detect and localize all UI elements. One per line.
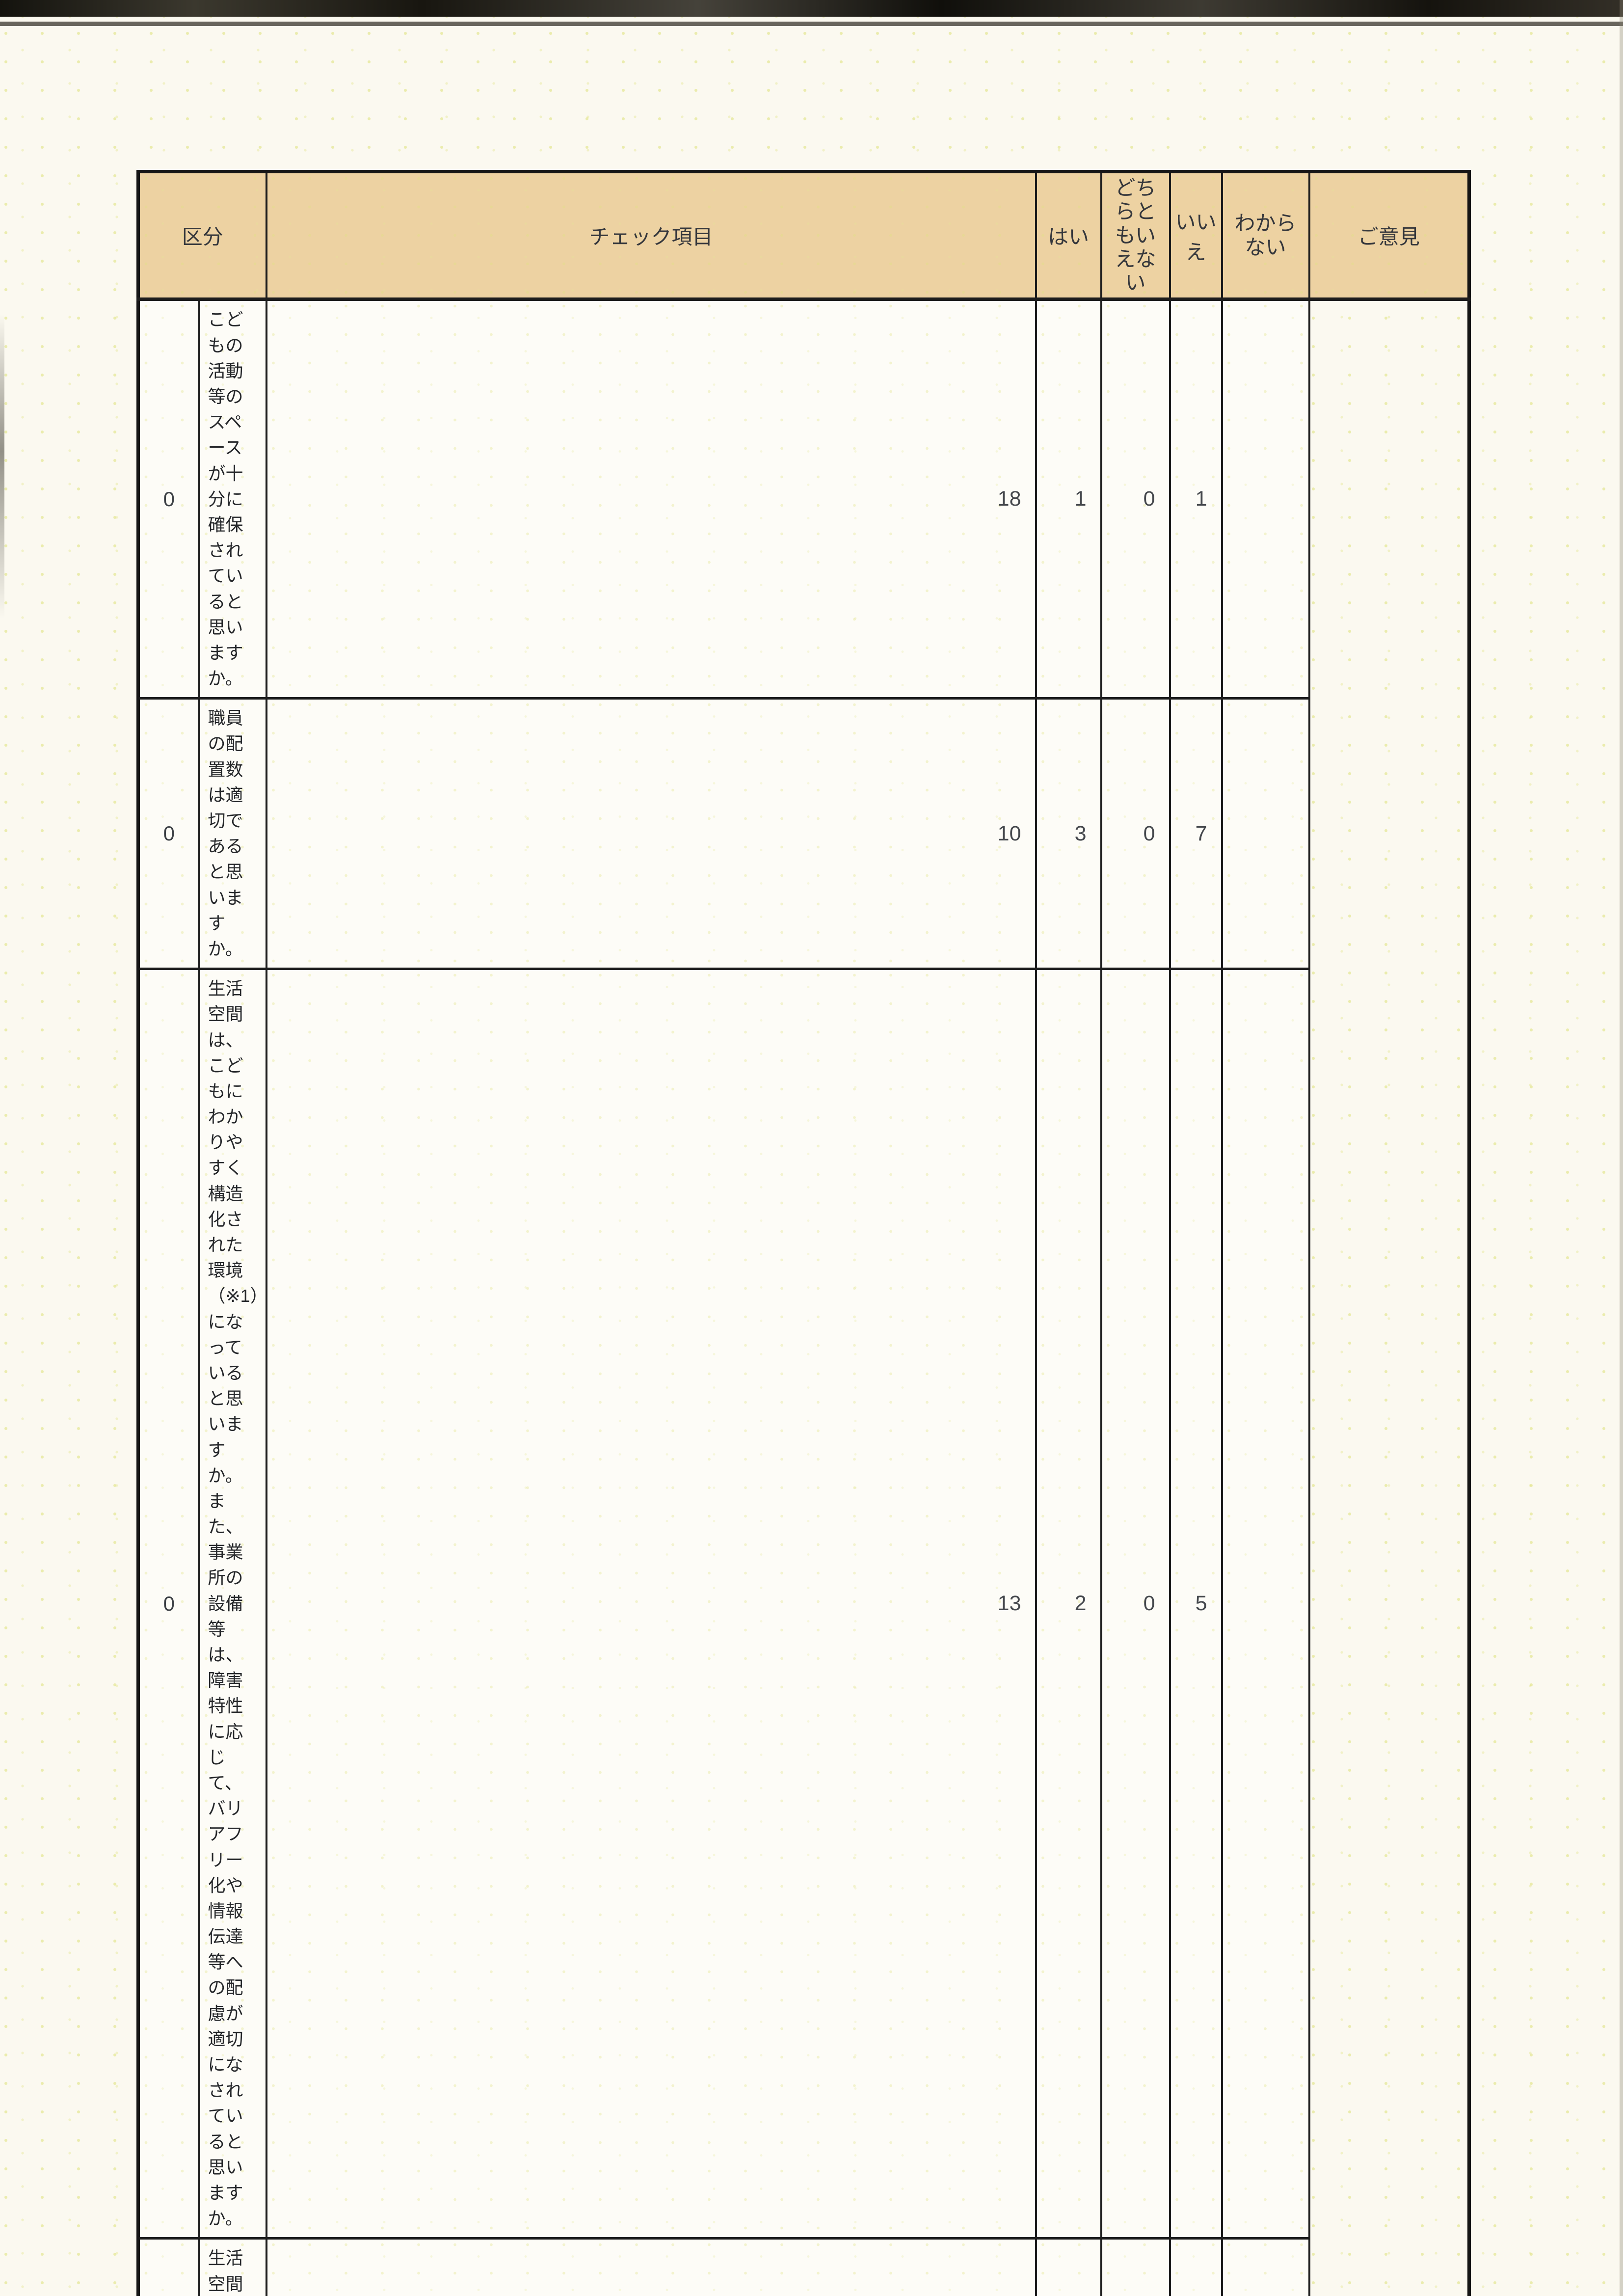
count-unknown: 5 [1169,968,1223,2240]
count-yes: 18 [265,298,1037,700]
header-no: いいえ [1169,170,1223,301]
row-number: 0 [137,2237,200,2296]
count-unknown: 1 [1169,298,1223,700]
count-neither: 2 [1035,968,1102,2240]
header-category: 区分 [137,170,267,301]
survey-table-body: 0 こどもの活動等のスペースが十分に確保されていると思いますか。 18 1 0 1 0 職員の… [137,298,1469,2296]
row-number: 0 [137,968,200,2240]
count-no: 0 [1100,298,1171,700]
scan-artifact-top-band [0,0,1623,17]
table-header-row: 区分 チェック項目 はい どちらともいえない いいえ わからない ご意見 [137,170,1470,301]
header-neither: どちらともいえない [1100,170,1171,301]
count-neither: 1 [1035,2237,1102,2296]
count-unknown: 7 [1169,697,1223,971]
table-row: 0 生活空間は、こどもにわかりやすく構造化された環境（※1）になっていると思います… [137,968,1469,2240]
count-neither: 3 [1035,697,1102,971]
count-yes: 15 [265,2237,1037,2296]
count-yes: 10 [265,697,1037,971]
item-text: こどもの活動等のスペースが十分に確保されていると思いますか。 [198,298,267,700]
comment-cell [1221,968,1310,2240]
row-number: 0 [137,697,200,971]
count-neither: 1 [1035,298,1102,700]
item-text: 生活空間は、清潔で、心地よく過ごせる環境になっていると思いますか。また、こども達… [198,2237,267,2296]
count-yes: 13 [265,968,1037,2240]
scan-artifact-right-edge [1620,0,1623,2296]
header-comment: ご意見 [1308,170,1470,301]
header-item: チェック項目 [265,170,1037,301]
item-text: 職員の配置数は適切であると思いますか。 [198,697,267,971]
scan-artifact-left-edge [0,314,4,619]
count-no: 0 [1100,697,1171,971]
comment-cell [1221,298,1310,700]
row-number: 0 [137,298,200,700]
comment-cell [1221,697,1310,971]
count-unknown: 3 [1169,2237,1223,2296]
count-no: 0 [1100,2237,1171,2296]
table-row: 0生活空間は、清潔で、心地よく過ごせる環境になっていると思いますか。また、こども… [137,2237,1469,2296]
scan-artifact-top-line [0,22,1623,26]
header-unknown: わからない [1221,170,1310,301]
table-row: 0 こどもの活動等のスペースが十分に確保されていると思いますか。 18 1 0 1 [137,298,1469,700]
comment-cell [1221,2237,1310,2296]
table-row: 0 職員の配置数は適切であると思いますか。 10 3 0 7 [137,697,1469,971]
survey-table: 区分 チェック項目 はい どちらともいえない いいえ わからない ご意見 0 こど… [136,170,1471,2296]
header-yes: はい [1035,170,1102,301]
item-text: 生活空間は、こどもにわかりやすく構造化された環境（※1）になっていると思いますか… [198,968,267,2240]
count-no: 0 [1100,968,1171,2240]
